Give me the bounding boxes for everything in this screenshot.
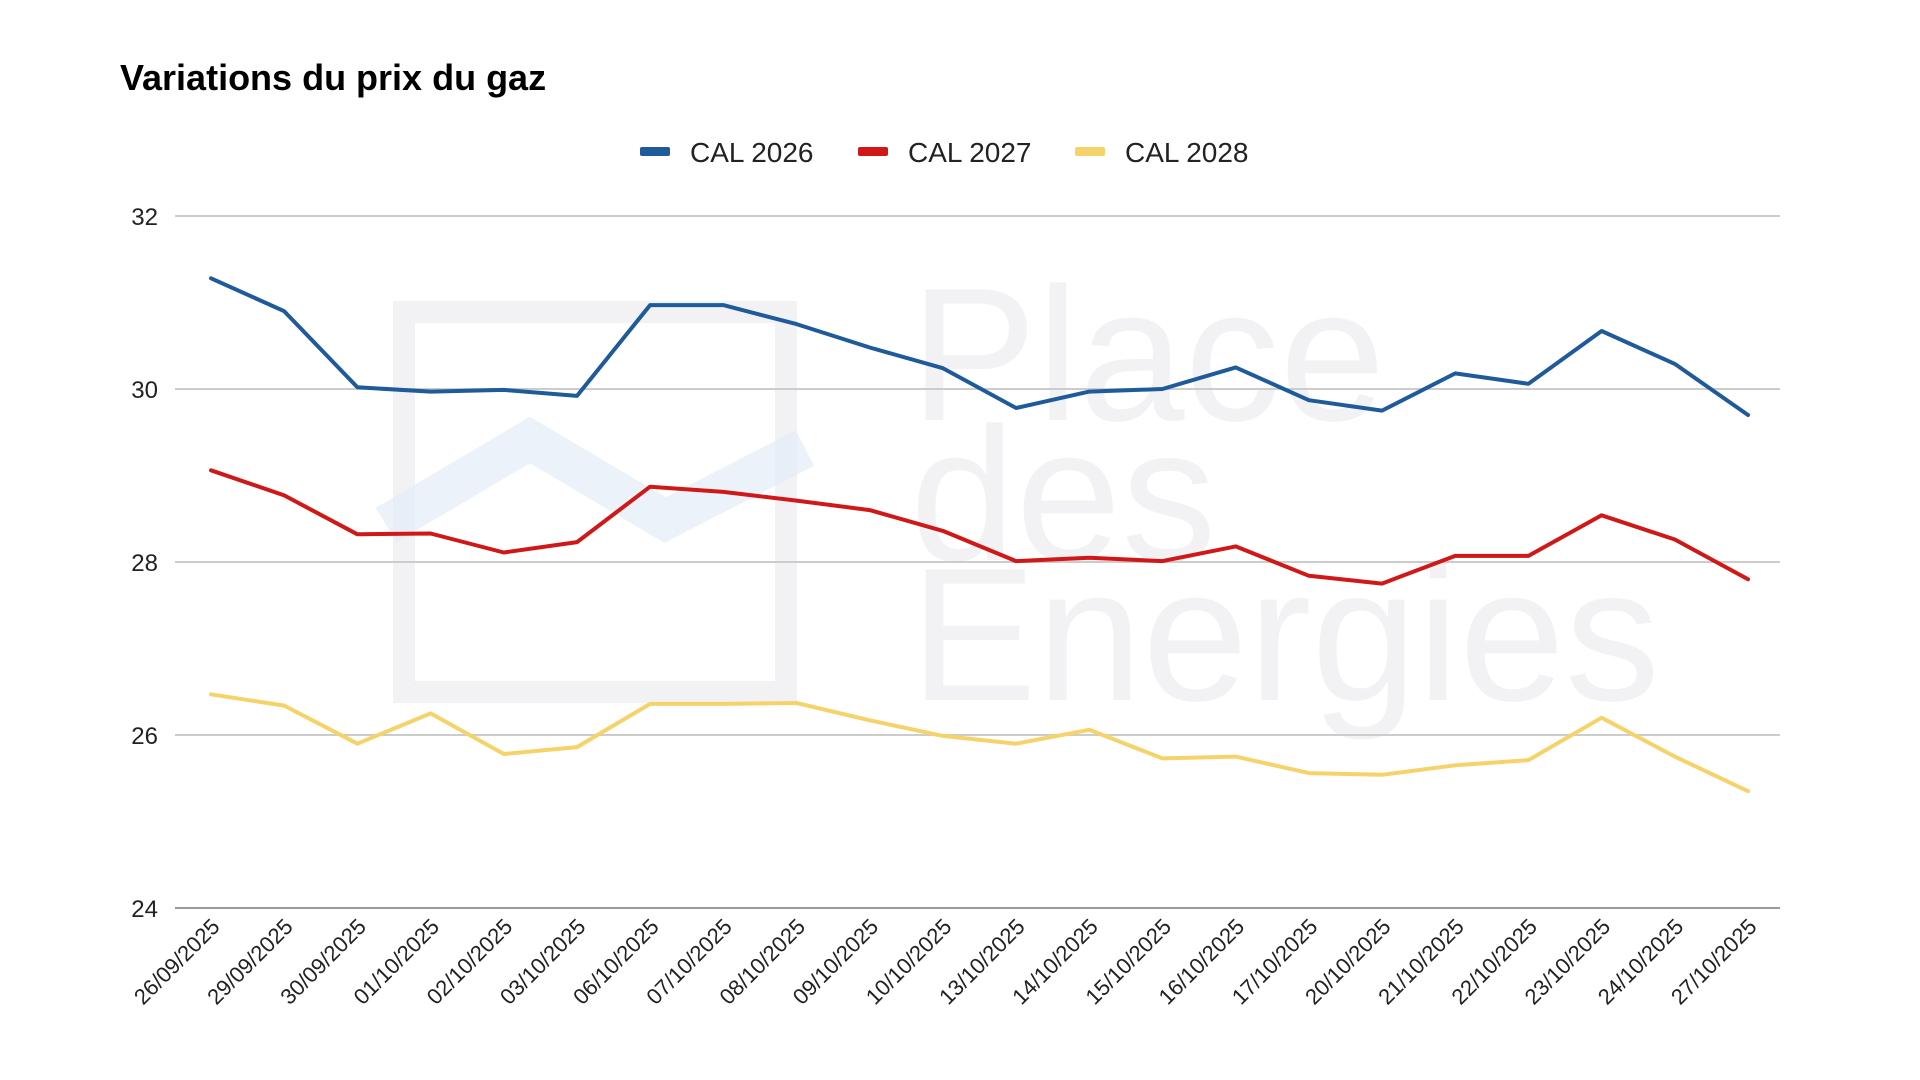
watermark: Place des Energies bbox=[375, 249, 1660, 741]
legend-item-cal-2026[interactable]: CAL 2026 bbox=[640, 137, 814, 168]
y-tick-label: 24 bbox=[131, 896, 158, 923]
y-tick-label: 32 bbox=[131, 204, 158, 231]
legend-item-cal-2028[interactable]: CAL 2028 bbox=[1075, 137, 1249, 168]
series-line-cal-2026 bbox=[209, 276, 1750, 417]
y-tick-label: 30 bbox=[131, 377, 158, 404]
watermark-line-1: Place bbox=[910, 249, 1385, 461]
watermark-chevron bbox=[375, 416, 815, 543]
watermark-line-2: des bbox=[910, 389, 1216, 601]
chart-title: Variations du prix du gaz bbox=[120, 57, 546, 98]
series-lines bbox=[209, 276, 1750, 794]
y-tick-label: 26 bbox=[131, 723, 158, 750]
y-axis-ticks: 24 26 28 30 32 bbox=[131, 204, 158, 923]
series-line-cal-2027 bbox=[209, 468, 1750, 586]
legend-item-cal-2027[interactable]: CAL 2027 bbox=[858, 137, 1032, 168]
series-line-cal-2028 bbox=[209, 692, 1750, 794]
legend-label: CAL 2026 bbox=[690, 137, 814, 168]
legend-label: CAL 2027 bbox=[908, 137, 1032, 168]
legend-swatch bbox=[858, 147, 888, 156]
legend[interactable]: CAL 2026 CAL 2027 CAL 2028 bbox=[640, 137, 1249, 168]
y-tick-label: 28 bbox=[131, 550, 158, 577]
x-axis-ticks: 26/09/202529/09/202530/09/202501/10/2025… bbox=[129, 914, 1762, 1010]
legend-label: CAL 2028 bbox=[1125, 137, 1249, 168]
legend-swatch bbox=[640, 147, 670, 156]
legend-swatch bbox=[1075, 147, 1105, 156]
